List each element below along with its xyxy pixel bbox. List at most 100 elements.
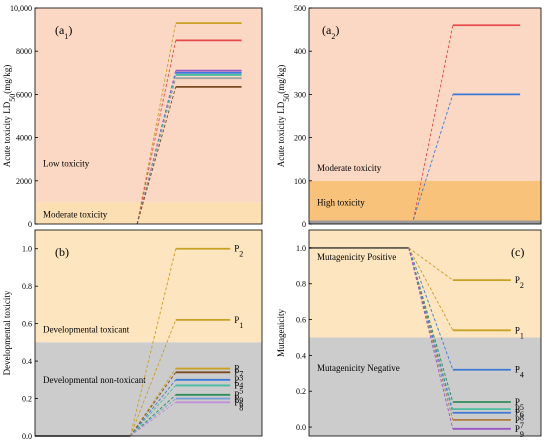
series-8: P9 (408, 247, 524, 438)
series-label-subscript: 5 (239, 386, 243, 395)
panel-c: Mutagenicity Positive Mutagenicity Negati… (276, 229, 542, 438)
region-label-1: Moderate toxicity (317, 163, 382, 173)
y-tick-label: 0.4 (296, 351, 306, 360)
y-tick-label: 400 (294, 47, 306, 56)
series-label: P7 (515, 415, 524, 430)
panel-a2: Moderate toxicity High toxicity 0 100 200 300… (276, 4, 542, 229)
series-label: P5 (234, 380, 243, 395)
series-3: P7 (129, 364, 243, 437)
series-label-subscript: 8 (239, 403, 243, 412)
series-label-subscript: 5 (520, 402, 524, 411)
y-axis-label-subscript: 50 (282, 94, 291, 102)
series-2: P1 (408, 247, 524, 340)
region-2 (309, 337, 541, 436)
region-label-1: Mutagenicity Positive (317, 252, 396, 262)
y-tick-label: 0.4 (22, 357, 32, 366)
series-2 (412, 93, 521, 220)
series-connector (408, 247, 454, 331)
series-label: P4 (234, 375, 243, 390)
series-label: P2 (234, 244, 243, 259)
panel-label-suffix: ) (335, 23, 339, 37)
series-connector (129, 248, 177, 437)
y-axis-label-suffix: (mg/kg) (2, 65, 12, 94)
region-1 (35, 8, 262, 203)
series-label: P8 (515, 408, 524, 423)
series-1 (136, 22, 242, 225)
panel-label-suffix: ) (68, 23, 72, 37)
series-label-subscript: 6 (520, 410, 524, 419)
series-label: P7 (234, 364, 243, 379)
y-tick-label: 1.0 (22, 245, 32, 254)
series-connector (136, 86, 177, 225)
y-tick-label: 0 (28, 220, 32, 229)
series-connector (129, 319, 177, 437)
region-label-2: Developmental non-toxicant (43, 375, 146, 385)
series-label: P1 (234, 315, 243, 330)
y-axis-label-subscript: 50 (8, 94, 17, 102)
series-label-subscript: 2 (239, 249, 243, 258)
series-connector (408, 247, 454, 281)
series-2: P1 (129, 315, 243, 437)
series-label: P1 (515, 325, 524, 340)
y-axis-label: Mutagenicity (276, 309, 286, 357)
series-label-subscript: 4 (520, 370, 524, 379)
series-connector (408, 247, 454, 429)
series-connector (136, 23, 177, 225)
y-tick-label: 0.8 (22, 282, 32, 291)
region-label-1: Developmental toxicant (43, 324, 130, 334)
series-label: P2 (515, 275, 524, 290)
region-label-2: High toxicity (317, 197, 365, 207)
series-7: P7 (408, 247, 524, 430)
series-connector (129, 368, 177, 437)
y-tick-label: 2000 (16, 177, 32, 186)
panel-a1: Low toxicity Moderate toxicity 0 2000 4000 60… (2, 4, 263, 229)
region-1 (309, 230, 541, 338)
series-label-subscript: 9 (520, 429, 524, 438)
y-tick-label: 6000 (16, 90, 32, 99)
y-tick-label: 0.0 (22, 432, 32, 441)
plot-frame (34, 229, 263, 437)
plot-frame (34, 7, 263, 225)
series-label-subscript: 2 (520, 281, 524, 290)
panel-label: (c) (511, 245, 524, 259)
series-connector (412, 94, 454, 220)
series-label: P9 (234, 390, 243, 405)
region-label-1: Low toxicity (43, 159, 90, 169)
panel-label: (b) (55, 245, 69, 259)
series-4: P3 (129, 367, 243, 437)
series-1 (412, 24, 521, 220)
y-tick-label: 4000 (16, 134, 32, 143)
y-tick-label: 0 (302, 220, 306, 229)
y-tick-label: 0.2 (296, 387, 306, 396)
series-7: P9 (130, 390, 243, 437)
series-label: P8 (234, 397, 243, 412)
y-tick-label: 0.2 (22, 395, 32, 404)
series-label-subscript: 8 (520, 413, 524, 422)
series-label-subscript: 9 (239, 395, 243, 404)
series-1: P2 (129, 244, 243, 437)
region-3 (309, 220, 541, 224)
series-5: P4 (129, 375, 243, 437)
series-8: P6 (130, 394, 243, 437)
series-connector (408, 247, 454, 413)
y-tick-label: 0.0 (296, 423, 306, 432)
series-connector (129, 379, 177, 437)
series-label: P6 (515, 404, 524, 419)
series-7 (136, 85, 242, 225)
y-axis-label: Acute toxicity LD50(mg/kg) (276, 65, 291, 167)
series-connector (130, 401, 177, 437)
region-label-2: Moderate toxicity (43, 209, 108, 219)
series-1: P2 (408, 247, 524, 290)
y-tick-label: 300 (294, 90, 306, 99)
y-axis-label: Developmental toxicity (2, 290, 12, 375)
y-tick-label: 1.0 (296, 244, 306, 253)
series-label-subscript: 3 (239, 373, 243, 382)
series-label-subscript: 4 (239, 380, 243, 389)
series-connector (130, 385, 177, 437)
panel-label-subscript: 2 (331, 32, 335, 41)
series-label-subscript: 7 (520, 420, 524, 429)
series-label: P3 (234, 367, 243, 382)
series-9: P8 (130, 397, 243, 437)
y-tick-label: 0.6 (296, 316, 306, 325)
